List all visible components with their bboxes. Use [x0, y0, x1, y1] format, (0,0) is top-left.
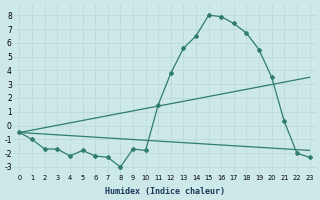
X-axis label: Humidex (Indice chaleur): Humidex (Indice chaleur)	[105, 187, 225, 196]
